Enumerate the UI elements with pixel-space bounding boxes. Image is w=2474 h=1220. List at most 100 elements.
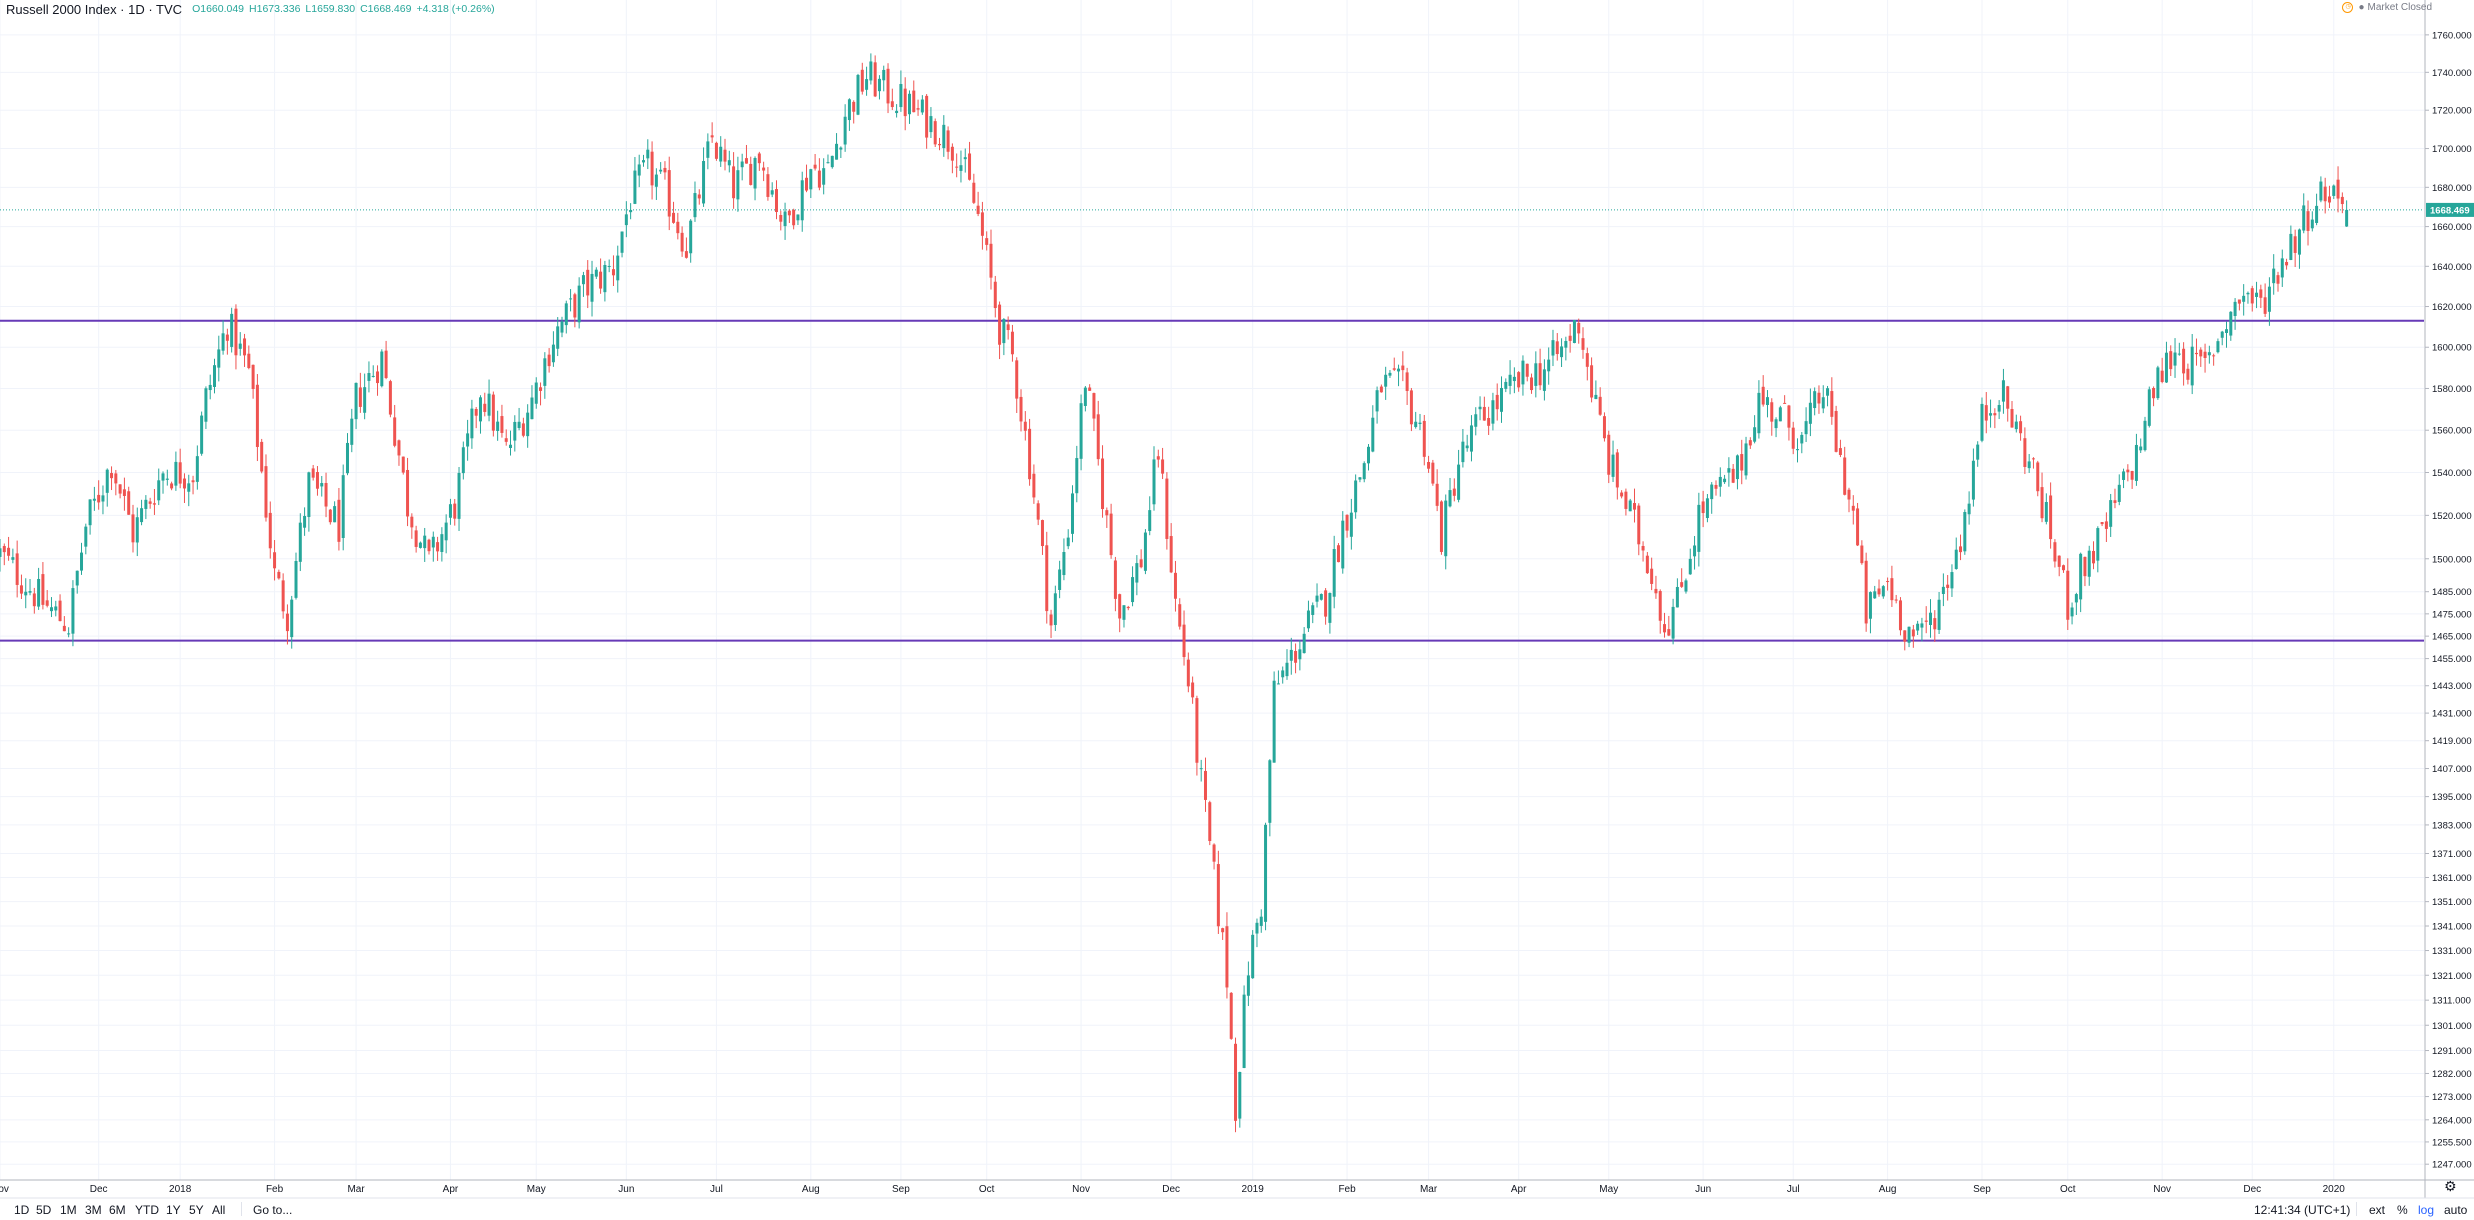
- candle-body: [672, 212, 676, 223]
- candle-body: [1877, 588, 1881, 595]
- candle-body: [1680, 582, 1684, 587]
- ext-toggle[interactable]: ext: [2369, 1203, 2386, 1217]
- candle: [736, 156, 740, 212]
- candle: [148, 497, 152, 509]
- candle-body: [1298, 649, 1302, 660]
- candle: [1873, 585, 1877, 599]
- candle: [1122, 605, 1126, 628]
- candle: [1959, 534, 1963, 561]
- candle: [1439, 500, 1443, 555]
- candle: [1993, 408, 1997, 429]
- candle: [491, 391, 495, 437]
- candle-body: [985, 238, 989, 245]
- candle: [1645, 552, 1649, 574]
- candle: [1954, 537, 1958, 570]
- candle: [543, 352, 547, 399]
- candle-body: [1838, 448, 1842, 455]
- candle: [2113, 488, 2117, 509]
- period-1y-button[interactable]: 1Y: [166, 1203, 181, 1217]
- candle-body: [1182, 624, 1186, 658]
- candle: [2049, 482, 2053, 549]
- candle-body: [642, 160, 645, 163]
- candle: [727, 150, 731, 173]
- period-3m-button[interactable]: 3M: [85, 1203, 102, 1217]
- candle: [2276, 271, 2280, 292]
- period-6m-button[interactable]: 6M: [109, 1203, 126, 1217]
- percent-toggle[interactable]: %: [2397, 1203, 2408, 1217]
- candle: [1650, 557, 1654, 591]
- candle: [1847, 487, 1851, 513]
- candle: [2285, 258, 2289, 270]
- candle-body: [2276, 275, 2280, 284]
- candle: [401, 456, 405, 475]
- candle-body: [2126, 469, 2130, 473]
- candle: [80, 542, 84, 575]
- period-all-button[interactable]: All: [212, 1203, 226, 1217]
- candle-body: [1697, 504, 1701, 552]
- candle-body: [796, 214, 800, 221]
- candle-body: [2310, 219, 2314, 229]
- candle: [431, 531, 435, 562]
- candle: [1276, 670, 1280, 685]
- period-5d-button[interactable]: 5D: [36, 1203, 52, 1217]
- candle-body: [817, 170, 821, 188]
- candle-body: [676, 221, 680, 234]
- candle: [573, 292, 577, 328]
- candle: [1071, 485, 1074, 543]
- candle-body: [1667, 629, 1671, 636]
- candle: [1328, 592, 1332, 634]
- auto-toggle[interactable]: auto: [2444, 1203, 2468, 1217]
- candle: [0, 538, 2, 572]
- candle-body: [2083, 556, 2087, 577]
- candle-body: [646, 149, 650, 159]
- gear-icon[interactable]: ⚙: [2444, 1178, 2457, 1194]
- candle-body: [1611, 454, 1615, 477]
- candle-body: [1302, 633, 1306, 654]
- candle: [1740, 439, 1744, 485]
- candle-body: [1757, 392, 1761, 434]
- candle-body: [1354, 480, 1358, 513]
- candle-body: [1113, 560, 1117, 599]
- candle: [2001, 368, 2005, 414]
- period-1d-button[interactable]: 1D: [14, 1203, 30, 1217]
- candle: [1950, 564, 1954, 597]
- candle-body: [603, 264, 607, 293]
- candle: [1637, 503, 1641, 556]
- period-5y-button[interactable]: 5Y: [189, 1203, 204, 1217]
- candle-body: [1379, 386, 1383, 393]
- candle-body: [1898, 600, 1902, 631]
- candle: [2319, 176, 2323, 203]
- candle: [1336, 543, 1340, 563]
- candle-body: [2074, 594, 2078, 603]
- y-tick-label: 1407.000: [2432, 764, 2472, 775]
- candle-body: [2237, 299, 2241, 304]
- candle-body: [2066, 570, 2070, 620]
- candle-body: [1439, 501, 1443, 552]
- candle-body: [333, 506, 337, 523]
- candle: [517, 407, 521, 431]
- candle-body: [225, 334, 229, 341]
- goto-button[interactable]: Go to...: [253, 1203, 293, 1217]
- candle-body: [281, 580, 285, 612]
- candle: [723, 138, 727, 171]
- candle-body: [1663, 624, 1667, 633]
- candle: [770, 182, 774, 198]
- candle: [1234, 1037, 1238, 1133]
- log-toggle[interactable]: log: [2418, 1203, 2435, 1217]
- candle: [1448, 477, 1452, 508]
- candle: [1010, 324, 1014, 362]
- period-1m-button[interactable]: 1M: [60, 1203, 77, 1217]
- candle-body: [423, 535, 427, 549]
- candle: [1289, 637, 1293, 675]
- candle: [152, 488, 156, 515]
- candle: [1045, 531, 1049, 624]
- time-display[interactable]: 12:41:34 (UTC+1): [2254, 1203, 2351, 1217]
- candle-body: [1105, 510, 1109, 516]
- candle-body: [783, 211, 787, 227]
- symbol-title[interactable]: Russell 2000 Index · 1D · TVC: [6, 1, 183, 17]
- candle-body: [607, 265, 611, 267]
- candle: [1212, 843, 1216, 870]
- candle: [942, 115, 946, 157]
- period-ytd-button[interactable]: YTD: [135, 1203, 159, 1217]
